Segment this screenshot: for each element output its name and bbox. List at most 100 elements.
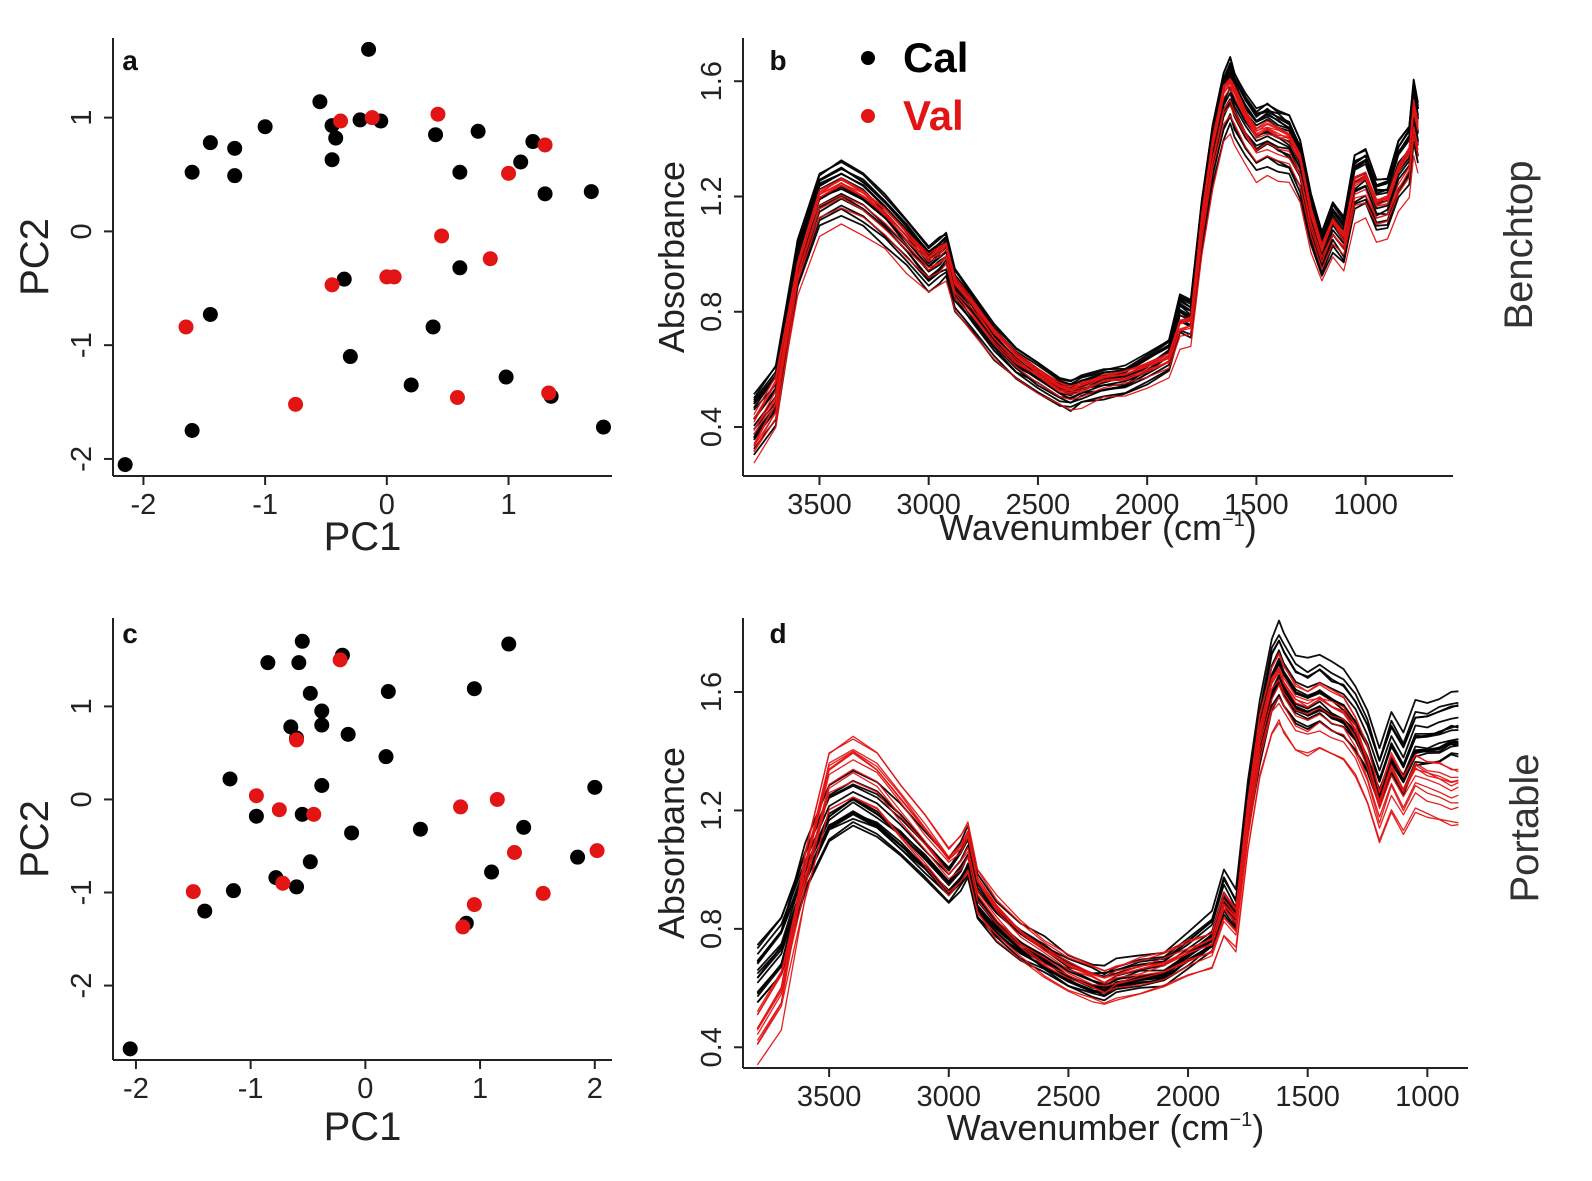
point-val (248, 788, 264, 804)
x-axis-title: Wavenumber (cm−1) (939, 507, 1257, 548)
point-cal (501, 636, 517, 652)
point-cal (294, 633, 310, 649)
point-cal (225, 883, 241, 899)
point-val (482, 251, 498, 267)
point-cal (428, 127, 444, 143)
point-cal (302, 854, 318, 870)
legend-marker-cal (861, 51, 875, 65)
point-cal (470, 123, 486, 139)
point-val (537, 137, 553, 153)
point-cal (260, 655, 276, 671)
y-tick-label: -1 (66, 332, 98, 358)
point-cal (513, 154, 529, 170)
spectrum-cal (756, 694, 1459, 1004)
point-cal (352, 112, 368, 128)
series-val (178, 106, 557, 412)
spectrum-val (756, 702, 1459, 1031)
side-label-portable: Portable (1503, 754, 1547, 903)
x-tick-label: 3000 (896, 489, 961, 521)
point-val (455, 919, 471, 935)
point-val (178, 319, 194, 335)
point-cal (452, 164, 468, 180)
point-val (364, 110, 380, 126)
point-cal (328, 130, 344, 146)
point-val (489, 791, 505, 807)
point-cal (184, 164, 200, 180)
spectrum-val (753, 99, 1419, 447)
point-cal (484, 864, 500, 880)
panel-d: 3500 3000 2500 2000 1500 1000 0.4 0.8 1.2 1.6 Wave… (651, 618, 1547, 1148)
y-axis-title: PC2 (13, 800, 57, 878)
point-val (332, 652, 348, 668)
point-cal (452, 260, 468, 276)
x-tick-label: 1500 (1275, 1081, 1340, 1113)
point-cal (537, 186, 553, 202)
x-tick-label: 3500 (797, 1081, 862, 1113)
spectrum-val (753, 133, 1419, 453)
y-tick-label: 0.4 (696, 407, 728, 447)
point-val (430, 106, 446, 122)
x-tick-label: 1 (500, 489, 516, 521)
point-cal (222, 771, 238, 787)
point-val (386, 269, 402, 285)
point-cal (289, 879, 305, 895)
point-cal (403, 377, 419, 393)
series-cal (117, 41, 611, 473)
x-tick-label: 1000 (1395, 1081, 1460, 1113)
x-tick-label: 2000 (1115, 489, 1180, 521)
point-cal (344, 825, 360, 841)
y-tick-label: 0.8 (696, 292, 728, 332)
x-tick-label: 1000 (1333, 489, 1398, 521)
panel-c: -2 -1 0 1 2 -2 -1 0 1 PC1 PC2 c (13, 618, 612, 1149)
point-val (506, 844, 522, 860)
x-tick-label: 1 (472, 1073, 488, 1105)
spectrum-cal (753, 115, 1419, 436)
x-tick-label: 3000 (917, 1081, 982, 1113)
x-tick-label: 0 (379, 489, 395, 521)
point-cal (314, 717, 330, 733)
point-cal (202, 306, 218, 322)
point-val (306, 806, 322, 822)
y-tick-label: -2 (66, 973, 98, 999)
spectrum-cal (756, 661, 1459, 988)
point-cal (380, 684, 396, 700)
panel-letter: c (122, 618, 138, 649)
point-cal (425, 319, 441, 335)
panel-letter: b (769, 45, 786, 76)
point-val (324, 277, 340, 293)
point-val (288, 396, 304, 412)
point-cal (587, 779, 603, 795)
point-val (535, 885, 551, 901)
point-cal (498, 369, 514, 385)
series-val (756, 652, 1459, 1066)
y-axis-title: Absorbance (651, 161, 692, 353)
series-cal (756, 619, 1459, 1004)
point-cal (525, 134, 541, 150)
x-tick-label: 0 (357, 1073, 373, 1105)
spectrum-val (756, 683, 1459, 1016)
y-axis-title: PC2 (13, 218, 57, 296)
point-cal (570, 849, 586, 865)
x-tick-label: -2 (123, 1073, 149, 1105)
y-tick-label: 1 (66, 698, 98, 714)
x-tick-label: 2500 (1036, 1081, 1101, 1113)
legend-marker-val (861, 109, 875, 123)
panel-a: -2 -1 0 1 -2 -1 0 1 PC1 PC2 a (13, 38, 612, 559)
x-axis-title: PC1 (324, 1105, 402, 1149)
point-cal (583, 184, 599, 200)
point-cal (117, 457, 133, 473)
point-cal (257, 119, 273, 135)
point-val (589, 843, 605, 859)
spectrum-val (753, 88, 1419, 435)
point-cal (248, 808, 264, 824)
y-tick-label: -1 (66, 880, 98, 906)
y-tick-label: 0 (66, 223, 98, 239)
point-cal (324, 152, 340, 168)
point-cal (361, 41, 377, 57)
point-cal (378, 749, 394, 765)
point-val (289, 732, 305, 748)
panel-b: 3500 3000 2500 2000 1500 1000 0.4 0.8 1.2 1.6 Wave… (651, 34, 1541, 548)
point-cal (227, 140, 243, 156)
x-tick-label: -1 (252, 489, 278, 521)
